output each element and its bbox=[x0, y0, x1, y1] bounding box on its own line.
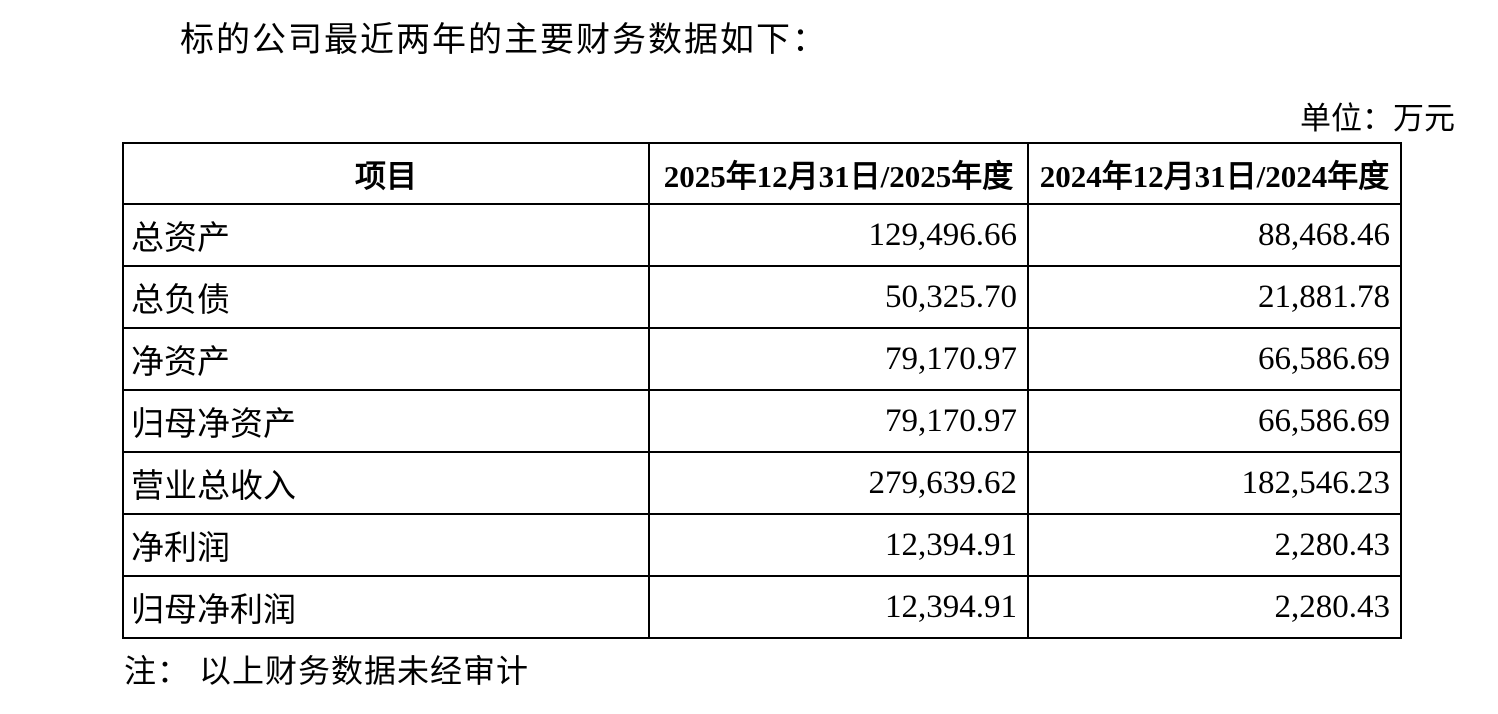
row-label: 净利润 bbox=[122, 513, 650, 577]
table-row: 净利润 12,394.91 2,280.43 bbox=[122, 513, 1402, 577]
header-2025-column: 2025年12月31日/2025年度 bbox=[648, 142, 1029, 205]
row-value-2025: 279,639.62 bbox=[648, 451, 1029, 515]
row-label: 归母净利润 bbox=[122, 575, 650, 639]
row-value-2025: 50,325.70 bbox=[648, 265, 1029, 329]
row-value-2025: 129,496.66 bbox=[648, 203, 1029, 267]
row-value-2024: 66,586.69 bbox=[1027, 327, 1402, 391]
row-value-2024: 182,546.23 bbox=[1027, 451, 1402, 515]
table-row: 总资产 129,496.66 88,468.46 bbox=[122, 203, 1402, 267]
row-label: 总负债 bbox=[122, 265, 650, 329]
table-row: 归母净利润 12,394.91 2,280.43 bbox=[122, 575, 1402, 639]
row-label: 营业总收入 bbox=[122, 451, 650, 515]
row-label: 净资产 bbox=[122, 327, 650, 391]
note-text: 注： 以上财务数据未经审计 bbox=[124, 653, 530, 689]
header-2024-column: 2024年12月31日/2024年度 bbox=[1027, 142, 1402, 205]
table-row: 归母净资产 79,170.97 66,586.69 bbox=[122, 389, 1402, 453]
row-value-2025: 12,394.91 bbox=[648, 513, 1029, 577]
intro-text: 标的公司最近两年的主要财务数据如下： bbox=[180, 22, 828, 59]
unit-label: 单位：万元 bbox=[1300, 101, 1455, 136]
table-header-row: 项目 2025年12月31日/2025年度 2024年12月31日/2024年度 bbox=[122, 142, 1402, 205]
row-value-2025: 79,170.97 bbox=[648, 389, 1029, 453]
table-row: 总负债 50,325.70 21,881.78 bbox=[122, 265, 1402, 329]
row-value-2024: 2,280.43 bbox=[1027, 513, 1402, 577]
row-value-2025: 79,170.97 bbox=[648, 327, 1029, 391]
row-value-2025: 12,394.91 bbox=[648, 575, 1029, 639]
table-row: 净资产 79,170.97 66,586.69 bbox=[122, 327, 1402, 391]
row-value-2024: 66,586.69 bbox=[1027, 389, 1402, 453]
table-row: 营业总收入 279,639.62 182,546.23 bbox=[122, 451, 1402, 515]
header-item-column: 项目 bbox=[122, 142, 650, 205]
row-label: 总资产 bbox=[122, 203, 650, 267]
financial-data-table: 项目 2025年12月31日/2025年度 2024年12月31日/2024年度… bbox=[122, 142, 1402, 639]
row-label: 归母净资产 bbox=[122, 389, 650, 453]
row-value-2024: 21,881.78 bbox=[1027, 265, 1402, 329]
row-value-2024: 88,468.46 bbox=[1027, 203, 1402, 267]
row-value-2024: 2,280.43 bbox=[1027, 575, 1402, 639]
